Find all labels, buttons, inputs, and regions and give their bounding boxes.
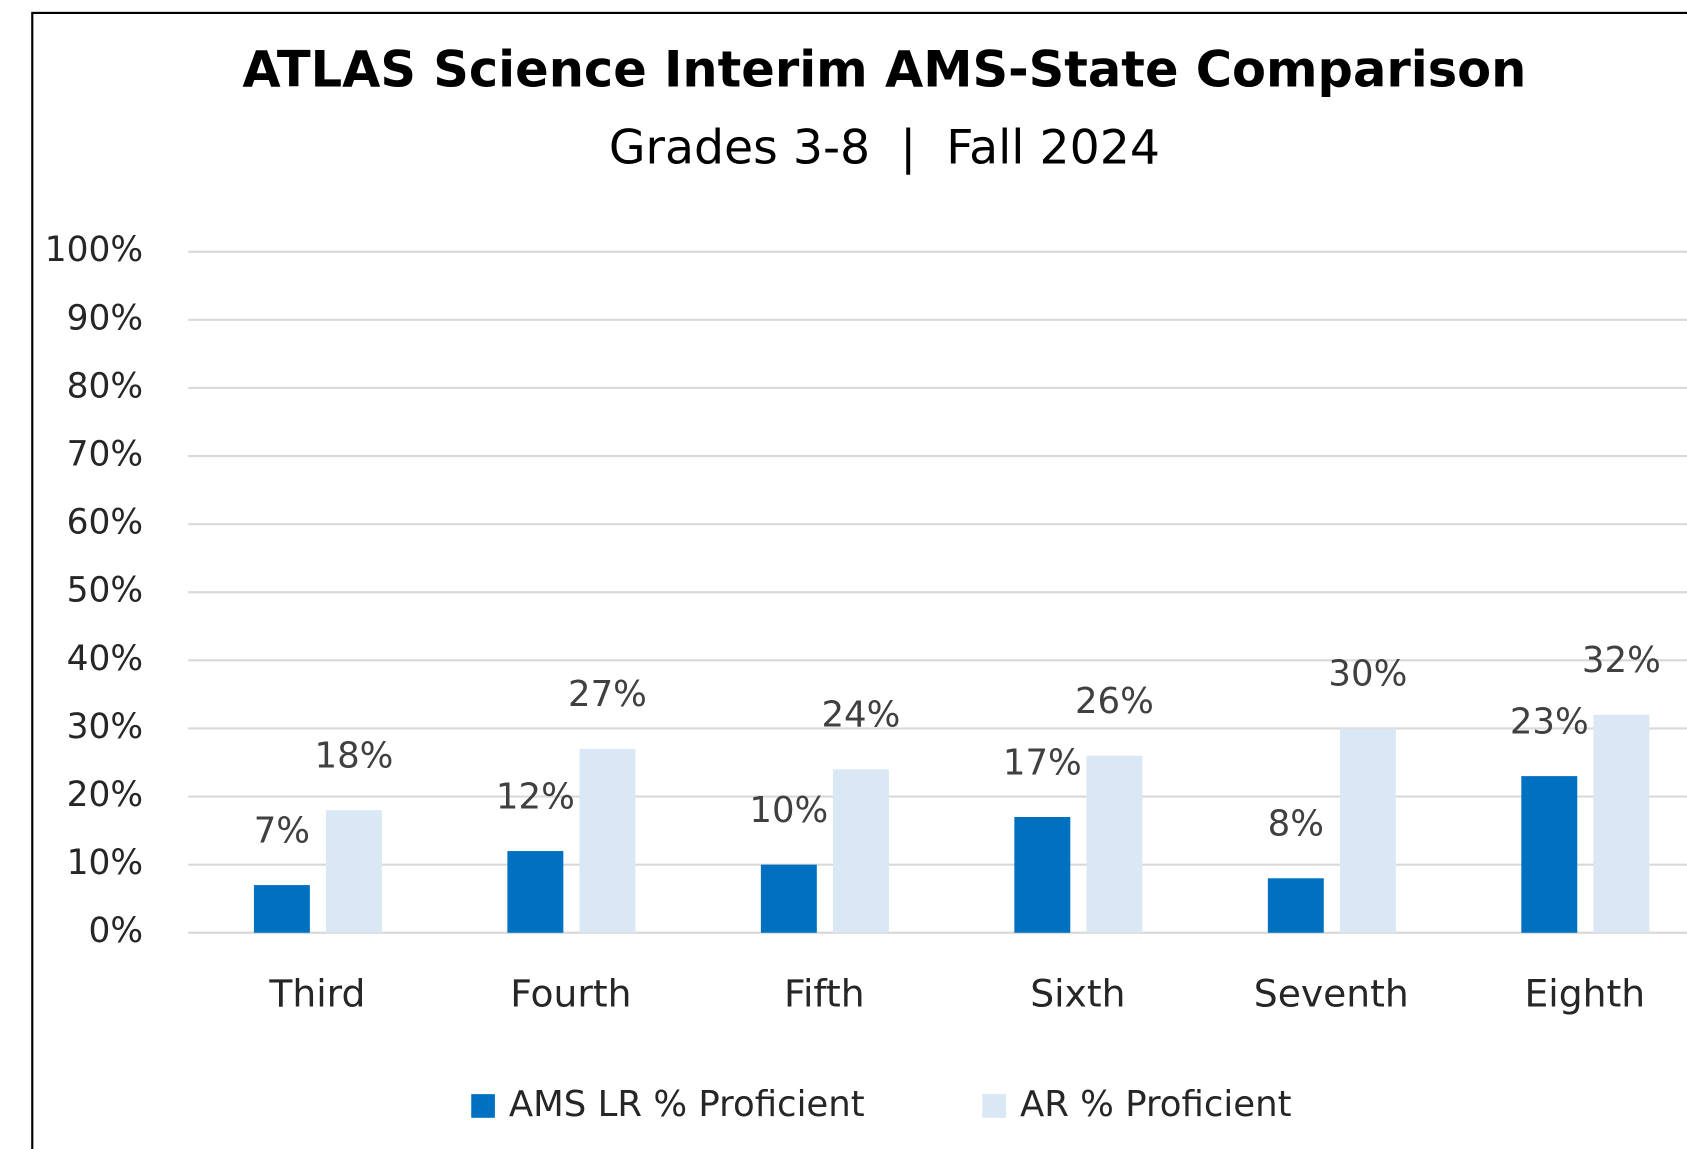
- data-label: 24%: [821, 695, 900, 736]
- chart-frame: [31, 11, 1687, 1149]
- chart-title: ATLAS Science Interim AMS-State Comparis…: [242, 41, 1526, 99]
- bar: [1339, 728, 1396, 933]
- data-label: 17%: [1003, 742, 1082, 783]
- x-tick-label: Fourth: [510, 972, 631, 1016]
- x-tick-label: Eighth: [1524, 972, 1645, 1016]
- bar: [507, 851, 564, 933]
- data-label: 18%: [315, 735, 394, 776]
- data-label: 8%: [1268, 804, 1324, 845]
- bar: [1521, 776, 1578, 933]
- bar: [1267, 878, 1324, 933]
- y-tick-label: 80%: [67, 366, 143, 406]
- bar: [832, 769, 889, 933]
- data-label: 10%: [749, 790, 828, 831]
- bar: [579, 748, 636, 933]
- bar: [325, 810, 382, 933]
- bar: [253, 885, 310, 933]
- data-label: 27%: [568, 674, 647, 715]
- y-tick-label: 40%: [67, 639, 143, 679]
- data-label: 23%: [1510, 701, 1589, 742]
- y-tick-label: 100%: [45, 230, 143, 270]
- legend-label: AMS LR % Proficient: [509, 1084, 865, 1125]
- bar: [1086, 755, 1143, 933]
- data-label: 26%: [1075, 681, 1154, 722]
- bar: [1014, 816, 1071, 933]
- x-tick-label: Fifth: [784, 972, 865, 1016]
- bar: [1593, 714, 1650, 933]
- x-tick-label: Sixth: [1030, 972, 1125, 1016]
- y-tick-label: 20%: [67, 775, 143, 815]
- legend-swatch: [982, 1094, 1006, 1118]
- x-tick-label: Third: [268, 972, 365, 1016]
- data-label: 12%: [496, 776, 575, 817]
- y-tick-label: 0%: [88, 911, 143, 951]
- bar: [760, 864, 817, 933]
- y-tick-label: 30%: [67, 707, 143, 747]
- legend-swatch: [471, 1094, 495, 1118]
- chart-subtitle: Grades 3-8 | Fall 2024: [609, 121, 1160, 176]
- y-tick-label: 70%: [67, 435, 143, 475]
- legend-label: AR % Proficient: [1020, 1084, 1292, 1125]
- data-label: 7%: [254, 810, 310, 851]
- y-tick-label: 90%: [67, 298, 143, 338]
- x-tick-label: Seventh: [1254, 972, 1409, 1016]
- y-tick-label: 10%: [67, 843, 143, 883]
- data-label: 32%: [1582, 640, 1661, 681]
- data-label: 30%: [1328, 654, 1407, 695]
- y-tick-label: 50%: [67, 571, 143, 611]
- y-tick-label: 60%: [67, 503, 143, 543]
